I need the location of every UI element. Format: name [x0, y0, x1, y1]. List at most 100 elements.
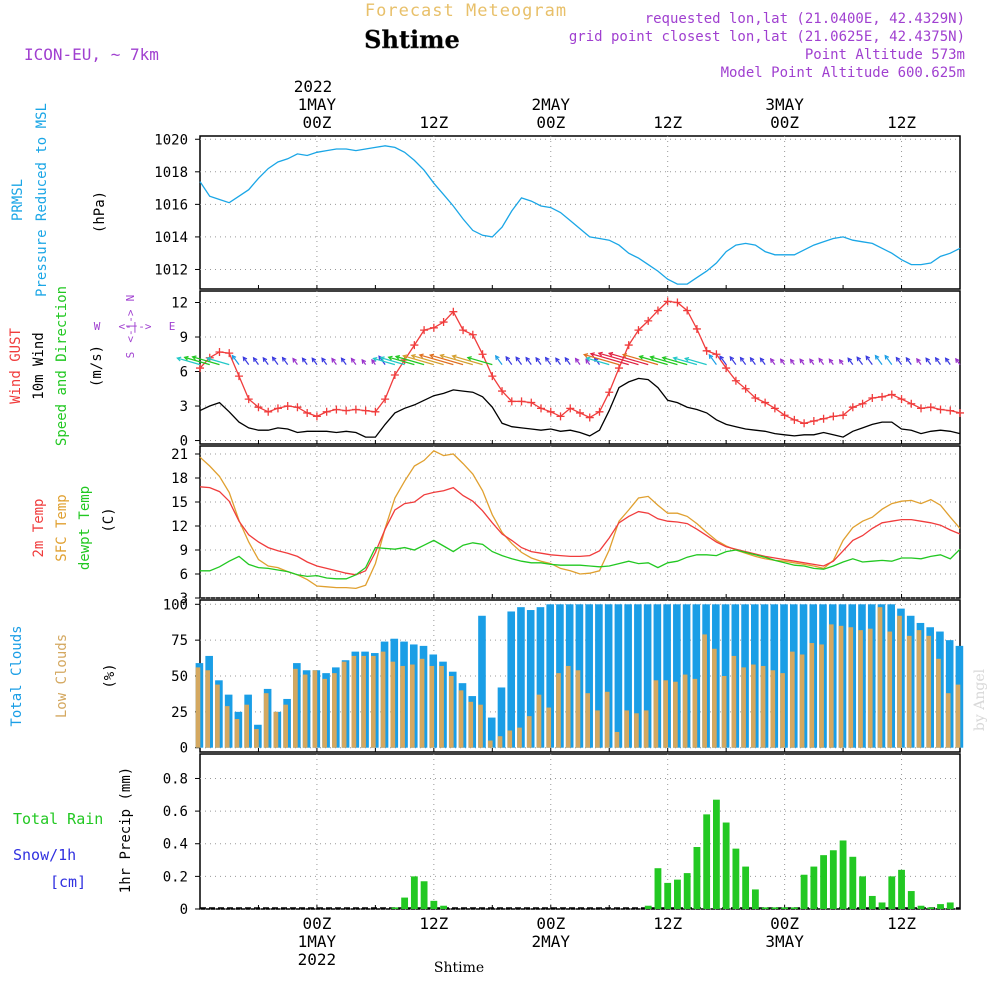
- total-cloud-bar: [497, 687, 506, 748]
- compass-s: S: [124, 352, 137, 359]
- rain-bar: [703, 814, 711, 909]
- y-tick-label: 0.2: [163, 869, 188, 885]
- wind-arrow-head: [535, 356, 541, 362]
- wind-direction-arrow: [759, 357, 766, 365]
- wind-gust-marker: [517, 397, 526, 406]
- wind-gust-marker: [293, 403, 302, 412]
- wind-arrow-head: [934, 356, 940, 362]
- wind-gust-marker: [731, 376, 740, 385]
- wind-gust-marker: [410, 341, 419, 350]
- rain-bar: [790, 907, 798, 909]
- low-cloud-bar: [809, 643, 815, 748]
- y-tick-label: 12: [171, 519, 188, 535]
- wind-gust-marker: [468, 330, 477, 339]
- wind-gust-marker: [507, 397, 516, 406]
- low-cloud-bar: [244, 704, 250, 748]
- wind-arrow-head: [379, 356, 385, 361]
- low-cloud-bar: [643, 710, 649, 748]
- wind-gust-marker: [839, 411, 848, 420]
- wind-arrow-head: [252, 356, 258, 362]
- wind-gust-marker: [585, 413, 594, 422]
- wind-gust-marker: [566, 404, 575, 413]
- wind-arrow-head: [847, 357, 853, 363]
- y-tick-label: 3: [180, 399, 188, 415]
- wind-arrow-head: [649, 355, 655, 361]
- rain-bar: [820, 855, 827, 909]
- rain-bar: [868, 895, 876, 909]
- low-cloud-bar: [916, 630, 922, 748]
- wind-arrow-head: [242, 356, 248, 362]
- rain-bar: [761, 907, 769, 909]
- rain-bar: [927, 907, 935, 909]
- low-cloud-bar: [682, 674, 688, 748]
- low-cloud-bar: [614, 731, 620, 748]
- wind-direction-arrow: [184, 356, 210, 366]
- rain-bar: [683, 873, 691, 909]
- wind-gust-marker: [478, 350, 487, 359]
- rain-bar: [878, 902, 886, 909]
- wind-direction-arrow: [590, 353, 629, 366]
- wind-arrow-head: [749, 356, 755, 362]
- rain-bar: [888, 876, 896, 909]
- wind-arrow-head: [205, 356, 212, 362]
- wind-direction-arrow: [729, 356, 737, 365]
- low-cloud-bar: [409, 664, 415, 748]
- low-cloud-bar: [254, 729, 259, 748]
- wind-arrow-head: [955, 357, 960, 363]
- top-axis-label: 00Z: [302, 113, 331, 132]
- top-axis-label: 12Z: [653, 113, 682, 132]
- rain-bar: [722, 822, 730, 909]
- wind-arrow-head: [585, 356, 591, 362]
- wind-arrow-head: [799, 358, 805, 364]
- low-cloud-bar: [322, 678, 327, 748]
- wind-arrow-head: [759, 357, 765, 363]
- compass-e: E: [169, 320, 176, 333]
- wind-arrow-head: [515, 356, 521, 362]
- wind-direction-arrow: [895, 357, 903, 365]
- low-cloud-bar: [283, 704, 288, 748]
- rain-bar: [810, 866, 818, 909]
- wind-gust-line: [199, 300, 961, 424]
- wind-gust-marker: [917, 404, 926, 413]
- wind-gust-marker: [634, 326, 643, 335]
- wind-gust-marker: [868, 393, 877, 402]
- wind-arrow-head: [331, 357, 336, 363]
- bottom-axis-label: 00Z: [770, 914, 799, 933]
- bottom-axis-label: 12Z: [887, 914, 916, 933]
- clouds-panel: Total Clouds Low Clouds (%) 0 25 50 75 100: [9, 597, 964, 757]
- wind-arrow-head: [262, 356, 268, 362]
- total-cloud-bar: [624, 604, 632, 748]
- wind-gust-marker: [819, 414, 828, 423]
- panel-frame: [199, 135, 961, 290]
- wind-arrow-head: [428, 353, 435, 359]
- wind-direction-arrow: [856, 356, 864, 365]
- low-cloud-bar: [624, 710, 630, 748]
- y-tick-label: 0: [180, 902, 188, 918]
- wind-arrow-head: [672, 356, 678, 362]
- bottom-axis-label: 2022: [298, 950, 337, 969]
- wind-gust-marker: [234, 372, 243, 381]
- low-clouds-label: Low Clouds: [54, 634, 70, 718]
- temp-unit: (C): [101, 507, 117, 532]
- wind-gust-marker: [848, 403, 857, 412]
- wind-gust-marker: [420, 326, 429, 335]
- wind-arrow-head: [597, 351, 603, 357]
- total-cloud-bar: [585, 604, 593, 748]
- low-cloud-bar: [828, 624, 834, 748]
- wind-direction-arrow: [177, 357, 201, 366]
- wind-direction-arrow: [673, 357, 698, 366]
- wind-gust-marker: [907, 399, 916, 408]
- wind-gust-marker: [946, 406, 955, 415]
- wind-gust-marker: [312, 412, 321, 421]
- low-cloud-bar: [215, 684, 220, 748]
- low-cloud-bar: [458, 690, 464, 748]
- wind-gust-marker: [439, 318, 448, 327]
- sfc-temp-label: SFC Temp: [54, 494, 70, 561]
- footer-station: Shtime: [434, 960, 484, 976]
- low-cloud-bar: [429, 665, 435, 748]
- wind-gust-marker: [790, 415, 799, 424]
- total-cloud-bar: [634, 604, 642, 748]
- wind-direction-arrow: [564, 357, 571, 365]
- wind-gust-marker: [342, 406, 351, 415]
- wind-gust-marker: [390, 370, 399, 379]
